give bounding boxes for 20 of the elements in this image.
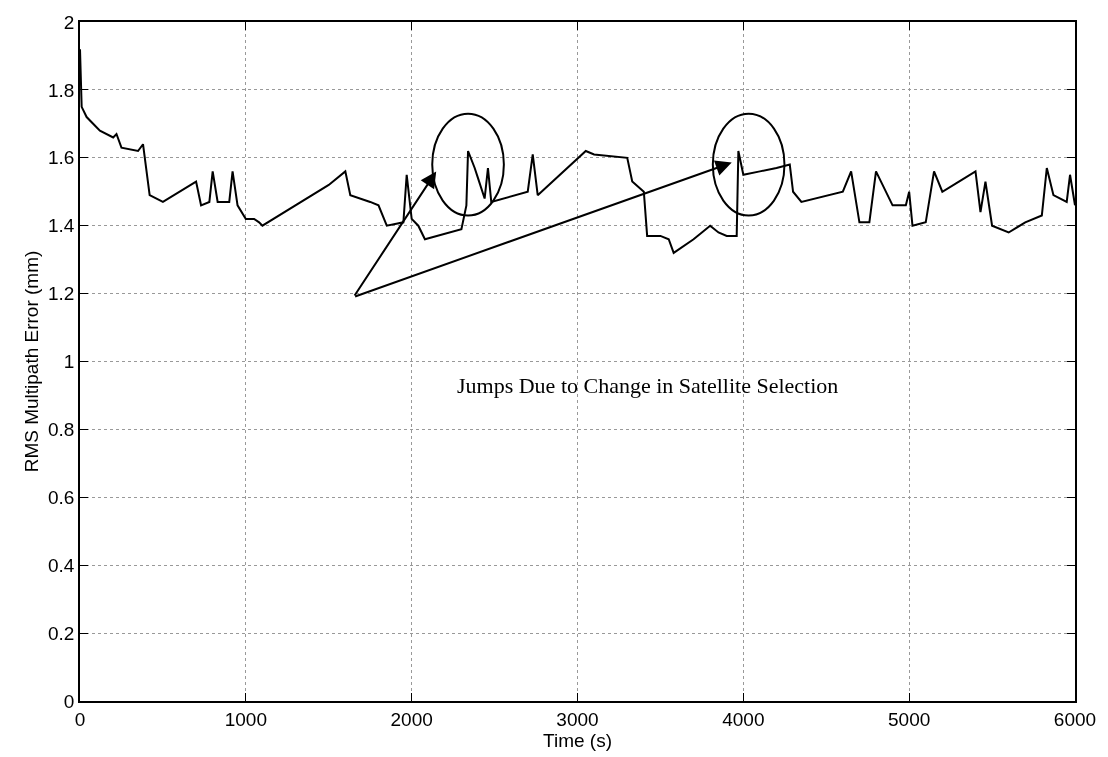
y-tick-label: 1.8: [48, 79, 75, 101]
y-tick-label: 0: [63, 690, 75, 712]
x-tick-label: 3000: [556, 708, 599, 730]
annotation: Jumps Due to Change in Satellite Selection: [457, 373, 839, 398]
y-tick-label: 0.6: [48, 486, 75, 508]
x-tick-label: 4000: [722, 708, 765, 730]
x-tick-label: 5000: [888, 708, 931, 730]
y-tick-label: 0.2: [48, 622, 75, 644]
x-tick-label: 2000: [390, 708, 433, 730]
y-tick-label: 0.8: [48, 419, 75, 441]
x-tick-label: 1000: [224, 708, 267, 730]
y-tick-label: 1.2: [48, 283, 75, 305]
y-tick-label: 1.4: [48, 215, 75, 237]
x-axis-title: Time (s): [543, 729, 612, 751]
x-tick-label: 6000: [1053, 708, 1097, 730]
y-tick-label: 1.6: [48, 147, 75, 169]
y-axis-title: RMS Multipath Error (mm): [21, 250, 43, 473]
y-tick-label: 2: [63, 11, 75, 33]
y-tick-label: 0.4: [48, 554, 75, 576]
y-tick-label: 1: [63, 351, 75, 373]
